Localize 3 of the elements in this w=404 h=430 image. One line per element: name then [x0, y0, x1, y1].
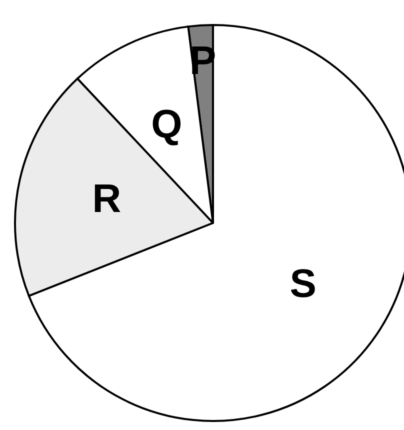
- slice-label: R: [92, 177, 122, 222]
- slice-label: Q: [151, 102, 182, 146]
- slice-label: S: [290, 262, 316, 306]
